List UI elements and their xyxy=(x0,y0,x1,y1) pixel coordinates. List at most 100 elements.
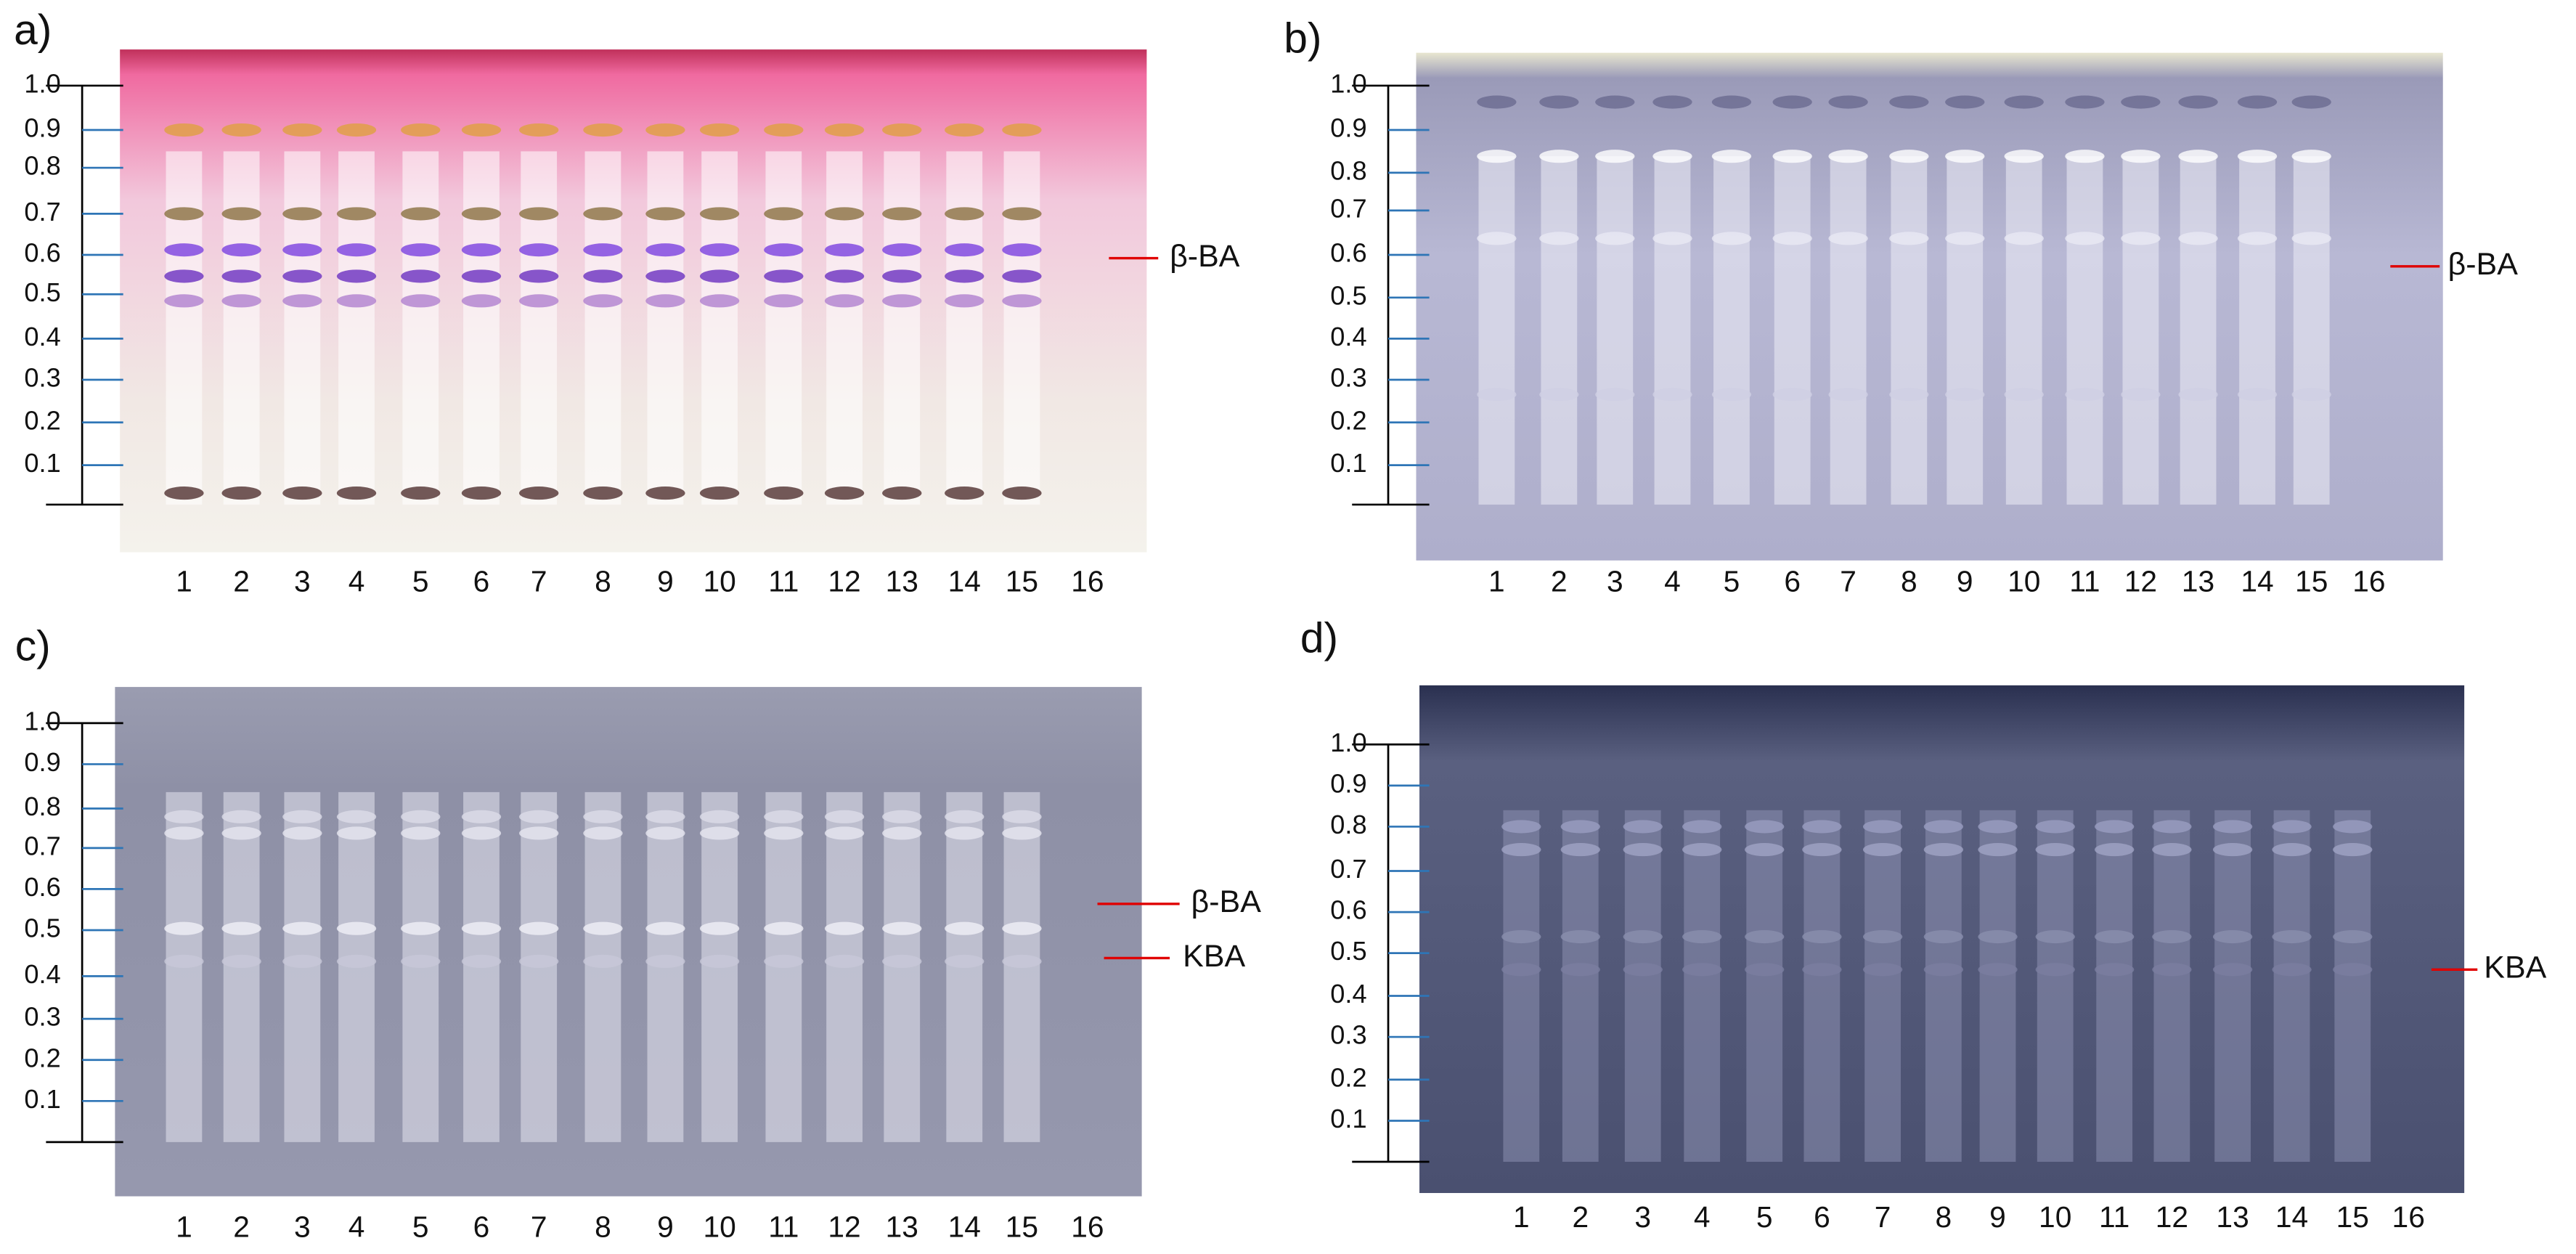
lane-label: 14 xyxy=(2275,1200,2308,1234)
lane-label: 4 xyxy=(349,1210,365,1244)
band xyxy=(699,243,740,257)
band xyxy=(164,921,204,935)
rf-tick-label: 0.4 xyxy=(1330,322,1366,351)
lane-label: 15 xyxy=(1006,1210,1038,1244)
band xyxy=(1862,963,1903,977)
rf-tick-label: 0.2 xyxy=(1330,405,1366,435)
lane-label: 15 xyxy=(2336,1200,2369,1234)
band xyxy=(2333,843,2373,857)
band xyxy=(1978,820,2018,834)
band xyxy=(221,243,261,257)
band xyxy=(1889,95,1929,109)
band xyxy=(401,269,441,283)
lane-track xyxy=(1478,156,1515,505)
lane-label: 5 xyxy=(412,1210,429,1244)
band xyxy=(461,486,502,500)
band xyxy=(336,123,377,137)
lane-label: 11 xyxy=(768,1210,799,1244)
band xyxy=(764,810,804,823)
band xyxy=(1711,150,1752,163)
band xyxy=(945,294,985,308)
band xyxy=(336,207,377,221)
lane-track xyxy=(647,151,684,505)
band xyxy=(1002,826,1042,840)
band xyxy=(583,207,623,221)
band xyxy=(945,810,985,823)
band xyxy=(221,810,261,823)
lane-label: 7 xyxy=(1875,1200,1891,1234)
band xyxy=(1501,963,1541,977)
band xyxy=(645,486,685,500)
band xyxy=(945,486,985,500)
band xyxy=(282,810,322,823)
band xyxy=(945,954,985,969)
rf-tick-label: 0.1 xyxy=(24,1084,60,1114)
lane-track xyxy=(1562,810,1599,1163)
band xyxy=(1828,150,1868,163)
band xyxy=(1772,150,1812,163)
band xyxy=(699,826,740,840)
rf-tick-label: 0.3 xyxy=(24,363,60,393)
lane-label: 14 xyxy=(2241,564,2273,598)
band xyxy=(164,954,204,969)
lane-label: 11 xyxy=(2099,1200,2129,1234)
rf-tick-label: 0.6 xyxy=(24,238,60,268)
band xyxy=(645,294,685,308)
band xyxy=(2178,95,2218,109)
lane-label: 16 xyxy=(1071,564,1104,598)
band xyxy=(1889,150,1929,163)
lane-label: 6 xyxy=(1814,1200,1830,1234)
lane-label: 11 xyxy=(768,564,799,598)
rf-tick-label: 0.3 xyxy=(1330,363,1366,393)
band xyxy=(1828,232,1868,245)
band xyxy=(2004,150,2044,163)
band xyxy=(1501,843,1541,857)
band xyxy=(2237,150,2278,163)
band xyxy=(1889,388,1929,402)
lane-track xyxy=(2066,156,2103,505)
lane-label: 4 xyxy=(1694,1200,1711,1234)
band xyxy=(282,123,322,137)
band xyxy=(1802,963,1842,977)
band xyxy=(1711,95,1752,109)
lane-label: 13 xyxy=(886,564,918,598)
rf-tick-label: 1.0 xyxy=(24,706,60,736)
lane-track xyxy=(284,151,321,505)
band xyxy=(824,810,865,823)
band xyxy=(1802,820,1842,834)
band xyxy=(699,123,740,137)
tlc-plate xyxy=(120,49,1147,553)
band xyxy=(1923,820,1963,834)
lane-track xyxy=(2005,156,2042,505)
band xyxy=(1772,232,1812,245)
lane-label: 12 xyxy=(828,564,860,598)
lane-track xyxy=(1947,156,1984,505)
band xyxy=(1711,232,1752,245)
lane-label: 15 xyxy=(1006,564,1038,598)
lane-label: 2 xyxy=(233,564,250,598)
band xyxy=(2237,388,2278,402)
band xyxy=(1652,150,1692,163)
rf-tick-label: 1.0 xyxy=(24,68,60,98)
lane-label: 2 xyxy=(233,1210,250,1244)
band xyxy=(2212,963,2253,977)
rf-tick-label: 0.9 xyxy=(1330,768,1366,798)
band xyxy=(824,921,865,935)
panel-label: b) xyxy=(1284,15,1321,62)
band xyxy=(882,294,922,308)
band xyxy=(336,294,377,308)
band xyxy=(519,921,559,935)
band xyxy=(1945,388,1985,402)
lane-label: 8 xyxy=(1936,1200,1952,1234)
band xyxy=(2333,929,2373,944)
band xyxy=(2152,963,2192,977)
band xyxy=(1923,843,1963,857)
band xyxy=(699,207,740,221)
band xyxy=(882,123,922,137)
band xyxy=(164,269,204,283)
band xyxy=(645,207,685,221)
band xyxy=(1623,963,1663,977)
band xyxy=(164,486,204,500)
band xyxy=(519,486,559,500)
lane-track xyxy=(1624,810,1661,1163)
